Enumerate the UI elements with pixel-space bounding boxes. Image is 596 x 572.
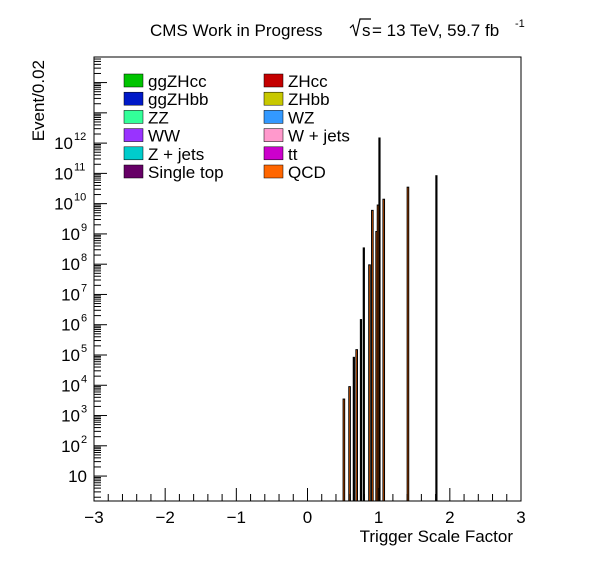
histogram-bar bbox=[406, 186, 410, 502]
legend-label: ZHcc bbox=[288, 72, 328, 91]
histogram-bar bbox=[352, 356, 355, 502]
y-axis-label: Event/0.02 bbox=[29, 60, 48, 141]
x-axis-ticks: −3 −2 −1 0 1 2 3 bbox=[84, 488, 526, 527]
y-tick-label: 10 bbox=[61, 376, 80, 395]
legend-label: QCD bbox=[288, 163, 326, 182]
x-tick-label: −1 bbox=[227, 508, 246, 527]
legend-label: ggZHbb bbox=[148, 90, 208, 109]
y-tick-exponent: 7 bbox=[81, 282, 87, 294]
histogram-bar bbox=[355, 349, 358, 502]
legend-label: Z + jets bbox=[148, 145, 204, 164]
y-tick-label: 10 bbox=[54, 195, 73, 214]
experiment-label: CMS Work in Progress bbox=[150, 21, 323, 40]
legend-swatch bbox=[123, 73, 144, 88]
x-tick-label: −3 bbox=[84, 508, 103, 527]
x-tick-label: 0 bbox=[303, 508, 312, 527]
chart-header: CMS Work in Progress s = 13 TeV, 59.7 fb… bbox=[150, 18, 525, 40]
y-tick-label: 10 bbox=[68, 467, 87, 486]
histogram-bar bbox=[382, 198, 386, 502]
y-tick-exponent: 11 bbox=[74, 161, 85, 173]
histogram-bar bbox=[371, 209, 374, 502]
x-tick-label: 1 bbox=[374, 508, 383, 527]
y-tick-exponent: 9 bbox=[81, 222, 87, 234]
histogram-bar bbox=[435, 175, 438, 502]
sqrt-sign bbox=[349, 18, 371, 37]
legend-swatch bbox=[263, 73, 284, 88]
legend: ggZHcc ZHcc ggZHbb ZHbb ZZ WZ WW W + jets Z + je… bbox=[123, 72, 350, 182]
energy-lumi-label: = 13 TeV, 59.7 fb bbox=[372, 21, 499, 40]
histogram-bar bbox=[378, 137, 381, 502]
legend-label: ZZ bbox=[148, 108, 169, 127]
y-tick-label: 10 bbox=[61, 225, 80, 244]
y-tick-exponent: 10 bbox=[74, 192, 86, 204]
histogram-bar bbox=[368, 264, 371, 502]
legend-swatch bbox=[123, 110, 144, 124]
y-tick-exponent: 6 bbox=[81, 313, 87, 325]
histogram-bar bbox=[342, 398, 346, 502]
x-tick-label: −2 bbox=[155, 508, 174, 527]
sqrt-s-label: s bbox=[362, 21, 371, 40]
lumi-exponent: -1 bbox=[515, 18, 525, 30]
legend-label: Single top bbox=[148, 163, 224, 182]
x-tick-label: 2 bbox=[445, 508, 454, 527]
y-tick-label: 10 bbox=[54, 164, 73, 183]
legend-swatch bbox=[263, 164, 284, 179]
histogram-bar bbox=[348, 386, 351, 502]
legend-swatch bbox=[263, 128, 284, 142]
y-tick-label: 10 bbox=[61, 407, 80, 426]
legend-label: WW bbox=[148, 127, 180, 146]
legend-swatch bbox=[263, 146, 284, 161]
y-tick-exponent: 2 bbox=[81, 434, 87, 446]
y-tick-label: 10 bbox=[54, 134, 73, 153]
legend-label: ggZHcc bbox=[148, 72, 207, 91]
y-tick-exponent: 4 bbox=[81, 373, 87, 385]
legend-swatch bbox=[123, 91, 144, 106]
legend-label: W + jets bbox=[288, 127, 350, 146]
histogram-bar bbox=[359, 319, 363, 502]
legend-swatch bbox=[123, 164, 144, 179]
legend-swatch bbox=[263, 110, 284, 124]
y-tick-exponent: 3 bbox=[81, 404, 87, 416]
y-tick-label: 10 bbox=[61, 316, 80, 335]
y-tick-label: 10 bbox=[61, 346, 80, 365]
y-tick-exponent: 8 bbox=[81, 252, 87, 264]
x-tick-label: 3 bbox=[516, 508, 525, 527]
legend-swatch bbox=[123, 146, 144, 161]
y-tick-label: 10 bbox=[61, 285, 80, 304]
legend-swatch bbox=[263, 91, 284, 106]
y-tick-label: 10 bbox=[61, 437, 80, 456]
legend-label: tt bbox=[288, 145, 298, 164]
legend-label: ZHbb bbox=[288, 90, 330, 109]
y-tick-exponent: 5 bbox=[81, 343, 87, 355]
y-tick-label: 10 bbox=[61, 255, 80, 274]
y-tick-exponent: 12 bbox=[74, 131, 86, 143]
x-axis-label: Trigger Scale Factor bbox=[360, 527, 514, 546]
legend-label: WZ bbox=[288, 108, 314, 127]
legend-swatch bbox=[123, 128, 144, 142]
histogram-bar bbox=[362, 247, 365, 502]
